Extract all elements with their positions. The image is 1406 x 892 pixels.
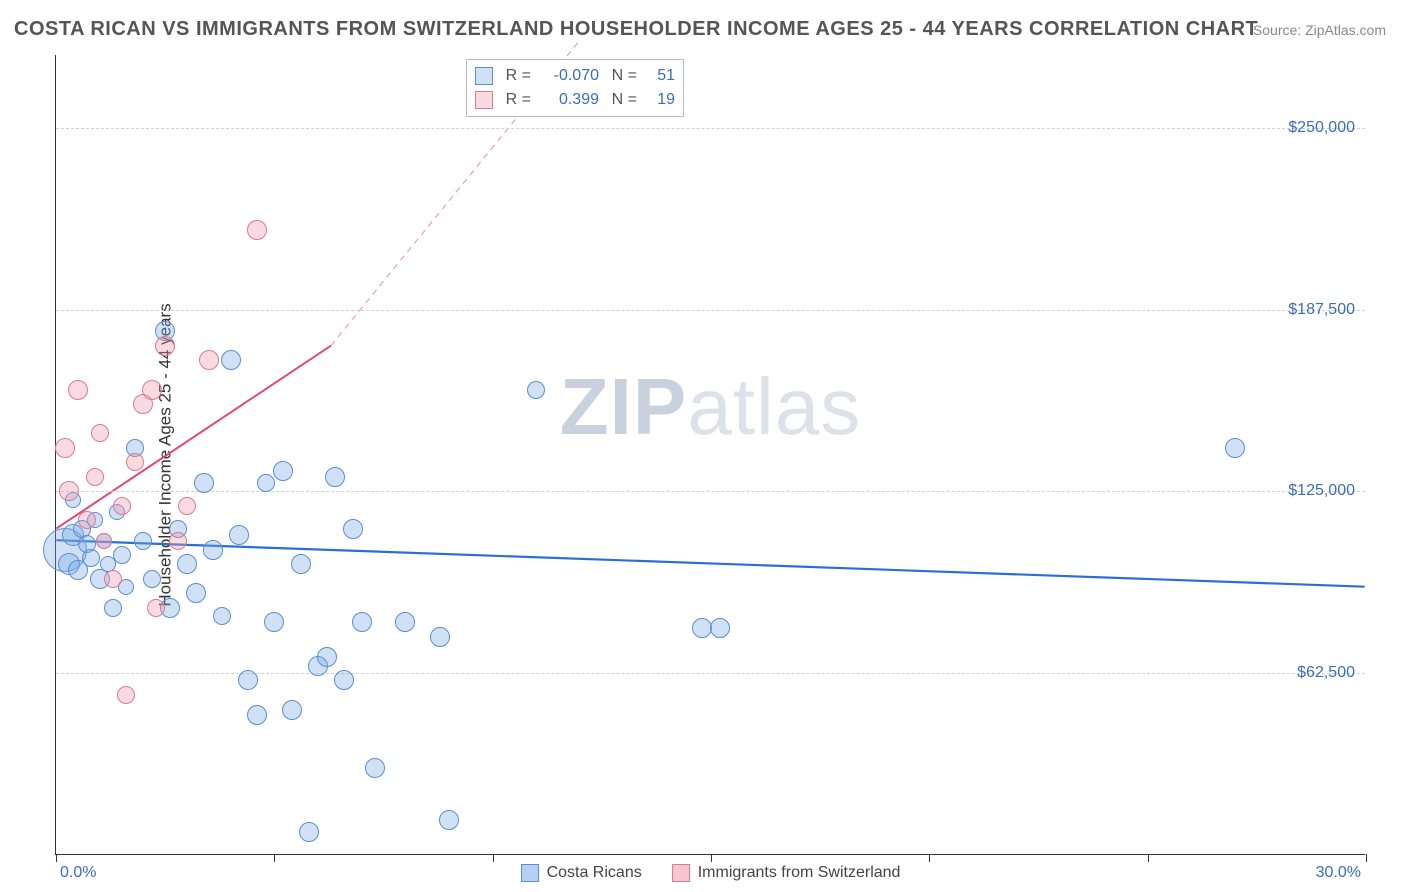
- x-tick: [1366, 854, 1367, 862]
- chart-title: COSTA RICAN VS IMMIGRANTS FROM SWITZERLA…: [14, 18, 1258, 41]
- legend-swatch: [521, 864, 539, 882]
- scatter-point: [86, 468, 104, 486]
- bottom-legend: Costa Ricans Immigrants from Switzerland: [521, 864, 901, 882]
- scatter-point: [142, 380, 162, 400]
- watermark-atlas: atlas: [687, 362, 861, 451]
- scatter-point: [126, 453, 144, 471]
- scatter-point: [247, 220, 267, 240]
- scatter-point: [317, 647, 337, 667]
- scatter-point: [430, 627, 450, 647]
- stats-n-label: N =: [607, 67, 637, 85]
- scatter-point: [68, 380, 88, 400]
- scatter-point: [352, 612, 372, 632]
- scatter-point: [96, 533, 112, 549]
- stats-legend-row: R = -0.070 N = 51: [475, 64, 675, 88]
- scatter-point: [177, 554, 197, 574]
- scatter-point: [203, 540, 223, 560]
- watermark-zip: ZIP: [560, 362, 687, 451]
- plot-area: Householder Income Ages 25 - 44 years ZI…: [55, 55, 1365, 855]
- scatter-point: [395, 612, 415, 632]
- y-tick-label: $187,500: [1288, 301, 1355, 319]
- scatter-point: [91, 424, 109, 442]
- scatter-point: [147, 599, 165, 617]
- scatter-point: [113, 546, 131, 564]
- stats-n-label: N =: [607, 91, 637, 109]
- stats-n-value: 51: [645, 67, 675, 85]
- x-tick: [56, 854, 57, 862]
- scatter-point: [213, 607, 231, 625]
- scatter-point: [299, 822, 319, 842]
- scatter-point: [221, 350, 241, 370]
- scatter-point: [527, 381, 545, 399]
- x-tick: [929, 854, 930, 862]
- scatter-point: [325, 467, 345, 487]
- scatter-point: [178, 497, 196, 515]
- stats-legend-row: R = 0.399 N = 19: [475, 88, 675, 112]
- scatter-point: [247, 705, 267, 725]
- stats-r-label: R =: [501, 91, 531, 109]
- bottom-legend-label: Costa Ricans: [547, 864, 642, 882]
- legend-swatch: [475, 91, 493, 109]
- stats-n-value: 19: [645, 91, 675, 109]
- scatter-point: [194, 473, 214, 493]
- scatter-point: [143, 570, 161, 588]
- source-attribution: Source: ZipAtlas.com: [1253, 22, 1386, 38]
- scatter-point: [104, 570, 122, 588]
- bottom-legend-label: Immigrants from Switzerland: [698, 864, 901, 882]
- source-label: Source:: [1253, 22, 1301, 38]
- scatter-point: [199, 350, 219, 370]
- legend-swatch: [672, 864, 690, 882]
- y-tick-label: $125,000: [1288, 482, 1355, 500]
- scatter-point: [1225, 438, 1245, 458]
- scatter-point: [365, 758, 385, 778]
- gridline-h: [56, 310, 1365, 311]
- scatter-point: [134, 532, 152, 550]
- scatter-point: [273, 461, 293, 481]
- watermark: ZIPatlas: [560, 361, 861, 453]
- stats-legend: R = -0.070 N = 51 R = 0.399 N = 19: [466, 59, 684, 117]
- gridline-h: [56, 491, 1365, 492]
- scatter-point: [59, 481, 79, 501]
- scatter-point: [257, 474, 275, 492]
- trend-lines-svg: [56, 55, 1365, 854]
- scatter-point: [343, 519, 363, 539]
- scatter-point: [104, 599, 122, 617]
- scatter-point: [238, 670, 258, 690]
- scatter-point: [439, 810, 459, 830]
- y-tick-label: $250,000: [1288, 119, 1355, 137]
- x-tick: [493, 854, 494, 862]
- scatter-point: [229, 525, 249, 545]
- x-tick: [1148, 854, 1149, 862]
- stats-r-value: -0.070: [539, 67, 599, 85]
- trend-line: [56, 540, 1364, 586]
- scatter-point: [291, 554, 311, 574]
- scatter-point: [186, 583, 206, 603]
- scatter-point: [82, 549, 100, 567]
- legend-swatch: [475, 67, 493, 85]
- scatter-point: [113, 497, 131, 515]
- scatter-point: [169, 532, 187, 550]
- source-link[interactable]: ZipAtlas.com: [1305, 22, 1386, 38]
- y-tick-label: $62,500: [1297, 664, 1355, 682]
- bottom-legend-item: Costa Ricans: [521, 864, 642, 882]
- bottom-legend-item: Immigrants from Switzerland: [672, 864, 901, 882]
- x-tick: [711, 854, 712, 862]
- x-tick: [274, 854, 275, 862]
- x-axis-max-label: 30.0%: [1316, 864, 1361, 882]
- stats-r-label: R =: [501, 67, 531, 85]
- scatter-point: [264, 612, 284, 632]
- gridline-h: [56, 128, 1365, 129]
- scatter-point: [282, 700, 302, 720]
- scatter-point: [117, 686, 135, 704]
- stats-r-value: 0.399: [539, 91, 599, 109]
- scatter-point: [334, 670, 354, 690]
- scatter-point: [710, 618, 730, 638]
- scatter-point: [78, 511, 96, 529]
- scatter-point: [155, 336, 175, 356]
- scatter-point: [55, 438, 75, 458]
- x-axis-min-label: 0.0%: [60, 864, 96, 882]
